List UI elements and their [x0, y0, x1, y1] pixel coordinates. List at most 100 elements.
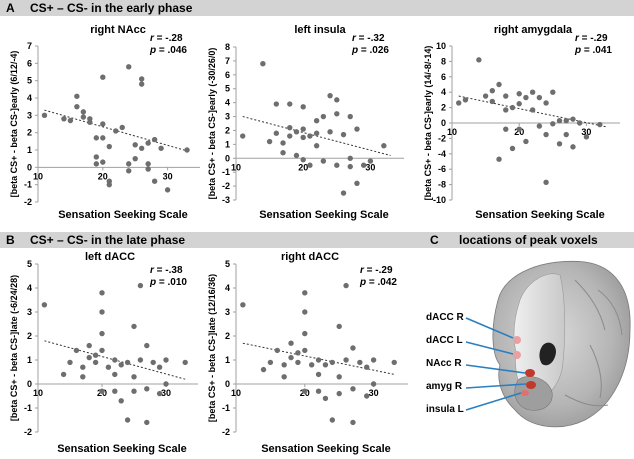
- data-point: [126, 64, 132, 70]
- data-point: [144, 386, 150, 392]
- data-point: [336, 374, 342, 380]
- data-point: [320, 158, 327, 164]
- data-point: [100, 159, 106, 165]
- data-point: [476, 57, 482, 63]
- data-point: [118, 398, 124, 404]
- stat-r-label: r: [575, 33, 582, 44]
- stat-p: p = .046: [149, 45, 187, 56]
- cerebellum: [514, 376, 553, 411]
- data-point: [322, 362, 329, 368]
- y-tick-label: 3: [225, 307, 230, 317]
- y-tick-label: 7: [225, 56, 230, 66]
- data-point: [74, 103, 80, 110]
- stat-p: p = .010: [149, 277, 187, 288]
- x-tick-label: 30: [369, 388, 379, 398]
- data-point: [137, 282, 144, 289]
- data-point: [273, 101, 280, 107]
- y-tick-label: 5: [225, 259, 230, 269]
- data-point: [302, 309, 308, 315]
- data-point: [132, 155, 138, 162]
- data-point: [156, 364, 163, 370]
- data-point: [503, 93, 509, 99]
- data-point: [556, 141, 563, 147]
- chart-title: right amygdala: [494, 24, 573, 36]
- data-point: [293, 152, 300, 159]
- data-point: [563, 117, 569, 124]
- data-point: [145, 140, 151, 146]
- data-point: [370, 357, 377, 363]
- data-point: [329, 417, 336, 423]
- data-point: [67, 359, 73, 366]
- x-axis-label: Sensation Seeking Scale: [475, 209, 605, 221]
- x-tick-label: 10: [447, 127, 457, 137]
- data-point: [287, 101, 293, 107]
- x-axis-label: Sensation Seeking Scale: [261, 443, 391, 455]
- data-point: [151, 136, 158, 143]
- y-tick-label: -10: [433, 195, 446, 205]
- x-tick-label: 30: [581, 127, 591, 137]
- data-point: [391, 359, 397, 366]
- data-point: [302, 290, 308, 296]
- data-point: [523, 138, 529, 145]
- data-point: [132, 142, 138, 148]
- data-point: [334, 162, 340, 168]
- data-point: [112, 388, 118, 394]
- section-b-letter: B: [6, 233, 15, 247]
- stat-p: p = .041: [574, 45, 612, 56]
- y-tick-label: 1: [225, 139, 230, 149]
- data-point: [367, 158, 374, 164]
- data-point: [576, 120, 583, 126]
- data-point: [313, 118, 320, 124]
- data-point: [240, 133, 246, 139]
- y-tick-label: -1: [222, 167, 230, 177]
- data-point: [354, 126, 360, 132]
- x-tick-label: 30: [365, 162, 375, 172]
- y-tick-label: -1: [222, 403, 230, 413]
- stat-r-value: = -.38: [157, 265, 183, 276]
- data-point: [281, 374, 287, 380]
- y-tick-label: 3: [225, 112, 230, 122]
- x-axis-label: Sensation Seeking Scale: [58, 209, 188, 221]
- data-point: [131, 388, 137, 394]
- data-point: [293, 129, 300, 135]
- sulcus-3: [564, 394, 609, 407]
- data-point: [315, 357, 322, 363]
- data-point: [164, 187, 171, 193]
- data-point: [350, 419, 356, 426]
- data-point: [144, 419, 150, 426]
- stat-r-value: = -.32: [359, 33, 385, 44]
- data-point: [364, 393, 370, 399]
- data-point: [240, 302, 246, 308]
- stat-p-label: p: [351, 45, 361, 56]
- data-point: [543, 100, 549, 106]
- data-point: [93, 161, 100, 167]
- data-point: [536, 123, 543, 129]
- y-tick-label: -3: [222, 195, 230, 205]
- data-point: [274, 347, 280, 354]
- brain-slice: [513, 273, 566, 400]
- data-point: [336, 390, 342, 397]
- data-point: [105, 364, 112, 370]
- y-axis-label: [beta CS+ - beta CS-]late (-6/24/28): [9, 275, 19, 421]
- data-point: [67, 117, 74, 124]
- data-point: [151, 178, 158, 184]
- pointer-insula-l: [465, 392, 522, 411]
- x-tick-label: 20: [98, 171, 108, 181]
- y-tick-label: -2: [222, 427, 230, 437]
- data-point: [509, 104, 516, 111]
- data-point: [529, 89, 536, 95]
- data-point: [300, 156, 306, 163]
- sulcus-1: [574, 279, 606, 331]
- y-tick-label: 4: [27, 93, 32, 103]
- section-a-letter: A: [6, 1, 15, 15]
- chart-title: left insula: [294, 24, 346, 36]
- data-point: [516, 101, 522, 107]
- data-point: [334, 111, 340, 117]
- data-point: [563, 131, 569, 138]
- data-point: [503, 107, 509, 113]
- y-tick-label: 0: [27, 379, 32, 389]
- stat-r-label: r: [360, 265, 367, 276]
- data-point: [516, 126, 522, 132]
